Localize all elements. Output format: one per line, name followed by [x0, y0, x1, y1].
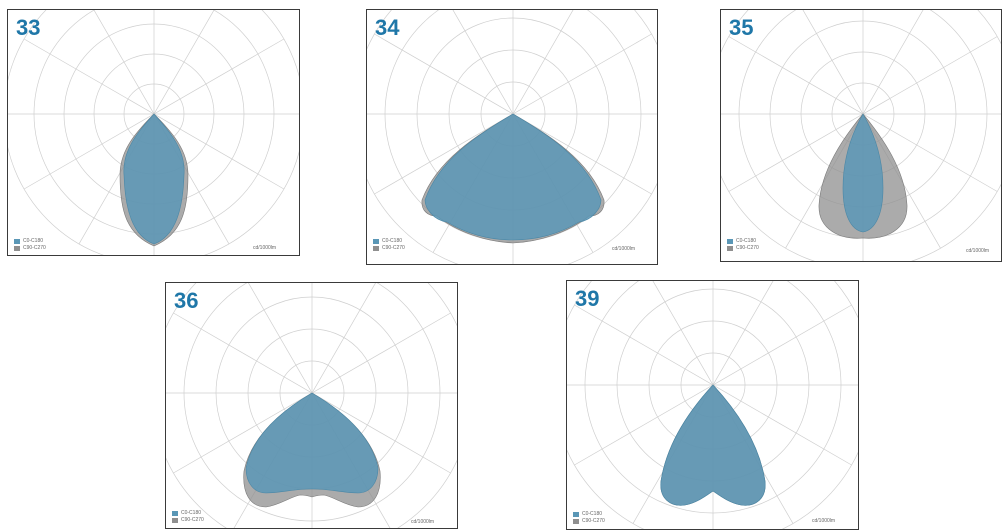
unit-label: cd/1000lm	[612, 246, 636, 252]
legend-swatch-c90	[373, 246, 379, 251]
legend-c90-label: C90-C270	[736, 245, 759, 251]
c0-curve-33	[123, 113, 185, 245]
polar-diagram-33	[8, 10, 299, 255]
legend-c90-label: C90-C270	[582, 518, 605, 524]
legend-c90-label: C90-C270	[181, 517, 204, 523]
legend-c90-label: C90-C270	[382, 245, 405, 251]
legend: C0-C180 C90-C270	[727, 238, 759, 252]
legend: C0-C180 C90-C270	[172, 510, 204, 524]
panel-number: 39	[575, 286, 600, 311]
legend-c0-label: C0-C180	[382, 238, 403, 244]
legend-c0-label: C0-C180	[736, 238, 757, 244]
legend-swatch-c0	[14, 239, 20, 244]
legend-c90-label: C90-C270	[23, 245, 46, 251]
legend-swatch-c90	[172, 518, 178, 523]
legend-c0-label: C0-C180	[23, 238, 44, 244]
panel-number: 34	[375, 15, 400, 40]
legend-swatch-c0	[727, 239, 733, 244]
polar-diagram-35	[721, 10, 1001, 261]
panel-36: 36 C0-C180 C90-C270 cd/1000lm	[165, 282, 458, 529]
polar-diagram-34	[367, 10, 657, 264]
unit-label: cd/1000lm	[966, 248, 990, 254]
legend-swatch-c90	[14, 246, 20, 251]
legend-swatch-c90	[727, 246, 733, 251]
polar-diagram-36	[166, 283, 457, 528]
legend-swatch-c0	[172, 511, 178, 516]
panel-33: 33 C0-C180 C90-C270 cd/1000lm	[7, 9, 300, 256]
c0-curve-34	[424, 113, 602, 241]
panel-34: 34 C0-C180 C90-C270 cd/1000lm	[366, 9, 658, 265]
unit-label: cd/1000lm	[411, 519, 435, 525]
legend: C0-C180 C90-C270	[573, 511, 605, 525]
panel-number: 36	[174, 288, 199, 313]
c0-curve-35	[842, 113, 884, 233]
legend-swatch-c0	[573, 512, 579, 517]
c0-curve-36	[245, 392, 379, 494]
panel-39: 39 C0-C180 C90-C270 cd/1000lm	[566, 280, 859, 530]
unit-label: cd/1000lm	[253, 245, 277, 251]
legend: C0-C180 C90-C270	[14, 238, 46, 252]
panel-number: 33	[16, 15, 41, 40]
polar-diagram-39	[567, 281, 858, 529]
legend-c0-label: C0-C180	[181, 510, 202, 516]
legend-c0-label: C0-C180	[582, 511, 603, 517]
legend: C0-C180 C90-C270	[373, 238, 405, 252]
legend-swatch-c0	[373, 239, 379, 244]
legend-swatch-c90	[573, 519, 579, 524]
unit-label: cd/1000lm	[812, 518, 836, 524]
panel-35: 35 C0-C180 C90-C270 cd/1000lm	[720, 9, 1002, 262]
c0-curve-39	[660, 384, 766, 506]
panel-number: 35	[729, 15, 754, 40]
